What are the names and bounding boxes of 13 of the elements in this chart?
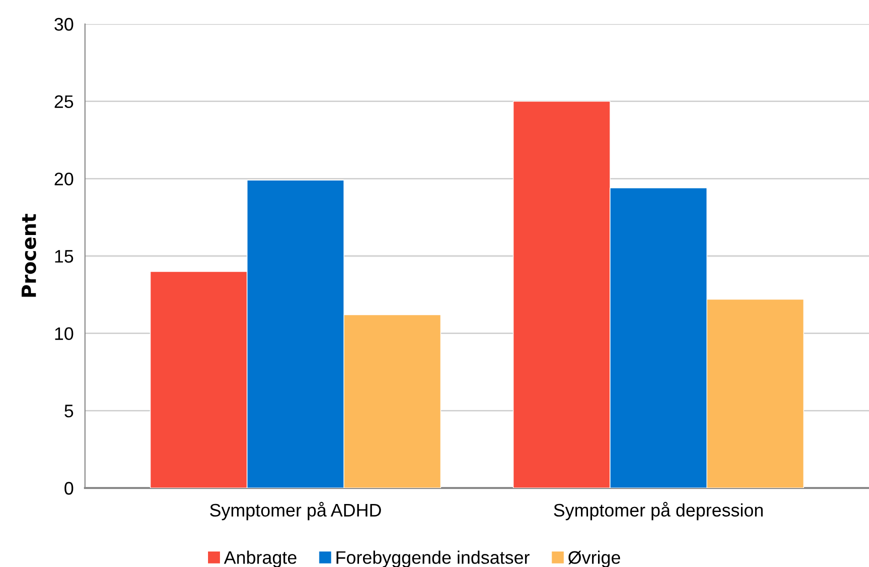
- x-tick-label: Symptomer på depression: [554, 502, 763, 520]
- legend-label: Forebyggende indsatser: [336, 550, 530, 567]
- legend-label: Anbragte: [224, 550, 296, 567]
- y-tick-label: 10: [55, 327, 74, 340]
- y-axis-title: Procent: [22, 214, 36, 297]
- x-tick-label: Symptomer på ADHD: [210, 502, 381, 520]
- y-tick-label: 30: [54, 18, 74, 31]
- y-tick-label: 20: [54, 172, 74, 186]
- y-tick-label: 0: [64, 482, 74, 495]
- y-tick-label: 25: [54, 95, 74, 108]
- legend-label: Øvrige: [568, 550, 620, 567]
- y-tick-label: 15: [55, 250, 74, 263]
- y-tick-label: 5: [64, 404, 74, 418]
